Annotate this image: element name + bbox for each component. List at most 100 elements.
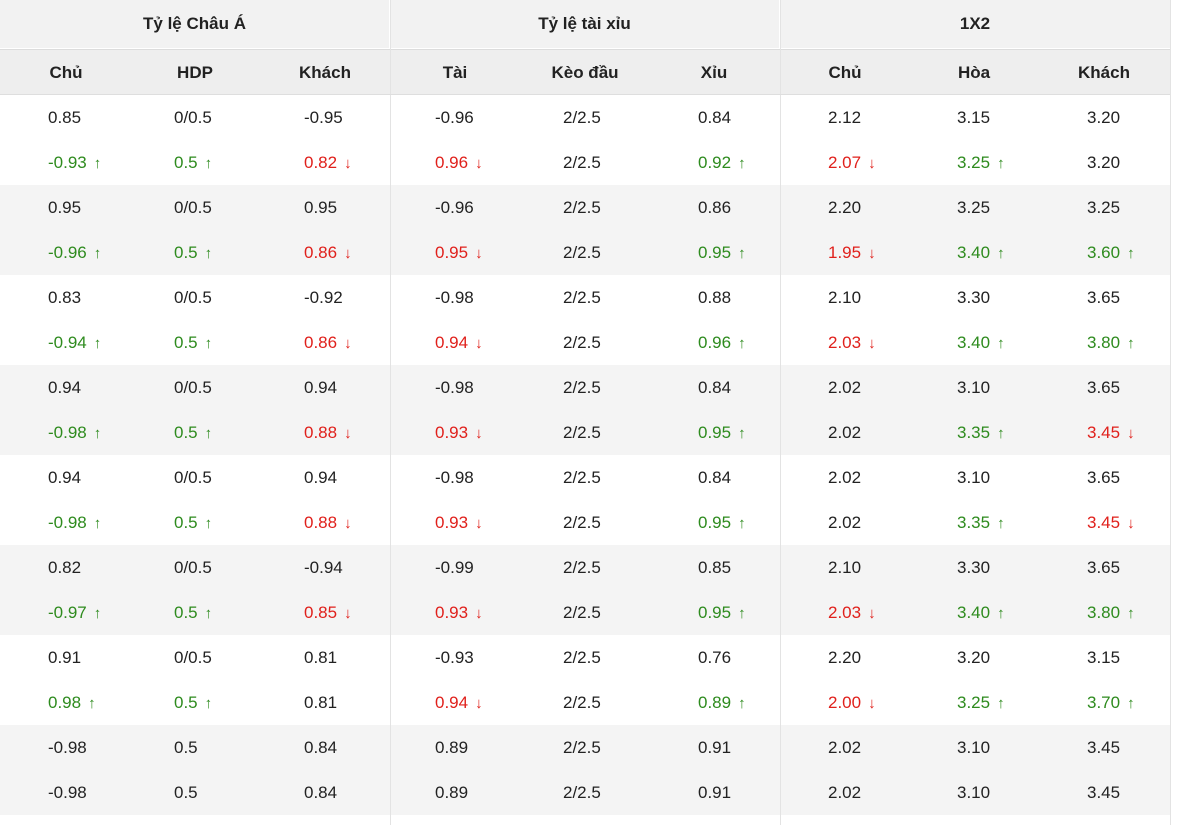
odds-cell: 0.84 <box>698 95 731 140</box>
odds-cell: 0.84 <box>304 725 337 770</box>
odds-value: 3.80 <box>1087 333 1121 352</box>
odds-cell: 0.94 <box>304 365 337 410</box>
odds-value: 0.95 <box>48 198 82 217</box>
odds-value: 0/0.5 <box>174 198 212 217</box>
table-row <box>0 455 1170 545</box>
odds-value: -0.93 <box>48 153 87 172</box>
odds-value: 0.91 <box>48 648 82 667</box>
odds-value: 0.82 <box>304 153 338 172</box>
odds-cell: 3.20 <box>1087 95 1120 140</box>
arrow-up-icon: ↑ <box>1127 695 1135 712</box>
arrow-down-icon: ↓ <box>344 155 352 172</box>
odds-value: 0.95 <box>698 243 732 262</box>
odds-cell: 3.35 ↑ <box>957 500 1005 545</box>
odds-value: 3.25 <box>957 198 991 217</box>
odds-value: 2/2.5 <box>563 513 601 532</box>
odds-cell: 0.5 ↑ <box>174 320 212 365</box>
odds-value: 0.84 <box>304 738 338 757</box>
arrow-up-icon: ↑ <box>997 425 1005 442</box>
odds-value: 3.20 <box>1087 153 1121 172</box>
arrow-down-icon: ↓ <box>344 605 352 622</box>
odds-cell: 0.86 ↓ <box>304 320 352 365</box>
odds-value: 0.88 <box>304 423 338 442</box>
header-divider <box>0 94 1170 95</box>
arrow-up-icon: ↑ <box>204 155 213 172</box>
odds-cell: 0.5 ↑ <box>174 500 212 545</box>
odds-cell: 2/2.5 <box>563 410 601 455</box>
odds-cell: 2/2.5 <box>563 320 601 365</box>
column-header: HDP <box>177 63 213 82</box>
arrow-up-icon: ↑ <box>204 245 213 262</box>
odds-cell: 0.5 ↑ <box>174 590 212 635</box>
odds-cell: 2.02 <box>828 365 861 410</box>
odds-cell: -0.98 <box>435 275 474 320</box>
odds-value: 0.85 <box>698 558 732 577</box>
odds-cell: 0/0.5 <box>174 365 212 410</box>
odds-value: 0.89 <box>435 738 469 757</box>
odds-cell: 0.82 ↓ <box>304 140 352 185</box>
odds-cell: 0.91 <box>698 725 731 770</box>
odds-value: 0.92 <box>698 153 732 172</box>
odds-value: 3.20 <box>957 648 991 667</box>
odds-value: 3.10 <box>957 738 991 757</box>
odds-value: 2.03 <box>828 333 862 352</box>
odds-cell: 0.95 ↑ <box>698 590 746 635</box>
odds-value: 2/2.5 <box>563 603 601 622</box>
odds-cell: 3.65 <box>1087 275 1120 320</box>
odds-cell: -0.94 <box>304 545 343 590</box>
odds-cell: 2/2.5 <box>563 365 601 410</box>
odds-cell: 0.88 ↓ <box>304 500 352 545</box>
odds-value: 2.07 <box>828 153 862 172</box>
odds-value: 0.5 <box>174 693 198 712</box>
odds-cell: 0.5 ↑ <box>174 140 212 185</box>
odds-cell: -0.98 <box>435 455 474 500</box>
odds-cell: 2.10 <box>828 275 861 320</box>
odds-cell: 0/0.5 <box>174 635 212 680</box>
odds-cell: 3.40 ↑ <box>957 230 1005 275</box>
table-row <box>0 185 1170 275</box>
arrow-down-icon: ↓ <box>868 335 876 352</box>
odds-value: 0.5 <box>174 423 198 442</box>
odds-value: 0.98 <box>48 693 82 712</box>
arrow-up-icon: ↑ <box>204 515 213 532</box>
odds-value: 0.5 <box>174 243 198 262</box>
odds-value: -0.96 <box>48 243 87 262</box>
odds-cell: 2/2.5 <box>563 590 601 635</box>
odds-cell: 3.10 <box>957 770 990 815</box>
odds-cell: 0.94 ↓ <box>435 320 483 365</box>
odds-cell: 0.85 <box>698 545 731 590</box>
arrow-up-icon: ↑ <box>738 695 746 712</box>
odds-cell: 0.95 <box>304 185 337 230</box>
arrow-up-icon: ↑ <box>738 515 746 532</box>
odds-cell: 0.88 ↓ <box>304 410 352 455</box>
odds-cell: 2/2.5 <box>563 275 601 320</box>
odds-value: 2.02 <box>828 423 862 442</box>
odds-value: 3.65 <box>1087 558 1121 577</box>
odds-value: 0.89 <box>435 783 469 802</box>
odds-cell: 2/2.5 <box>563 635 601 680</box>
odds-value: 0.5 <box>174 333 198 352</box>
odds-value: 2/2.5 <box>563 243 601 262</box>
odds-value: 0.85 <box>304 603 338 622</box>
odds-value: -0.98 <box>435 378 474 397</box>
odds-value: 3.40 <box>957 243 991 262</box>
odds-cell: 2/2.5 <box>563 185 601 230</box>
odds-value: 0.81 <box>304 693 338 712</box>
odds-value: -0.92 <box>304 288 343 307</box>
odds-value: 2/2.5 <box>563 288 601 307</box>
odds-cell: 3.70 ↑ <box>1087 680 1135 725</box>
arrow-up-icon: ↑ <box>997 605 1005 622</box>
odds-value: -0.96 <box>435 108 474 127</box>
odds-cell: -0.95 <box>304 95 343 140</box>
arrow-down-icon: ↓ <box>344 425 352 442</box>
odds-cell: 3.25 <box>957 185 990 230</box>
odds-value: 0.88 <box>304 513 338 532</box>
odds-cell: 0.93 ↓ <box>435 590 483 635</box>
odds-cell: 0.95 ↑ <box>698 500 746 545</box>
odds-value: 2.10 <box>828 288 862 307</box>
arrow-up-icon: ↑ <box>93 515 102 532</box>
odds-cell: 0.81 <box>304 635 337 680</box>
table-row <box>0 635 1170 725</box>
odds-value: -0.98 <box>48 513 87 532</box>
odds-value: 3.15 <box>1087 648 1121 667</box>
